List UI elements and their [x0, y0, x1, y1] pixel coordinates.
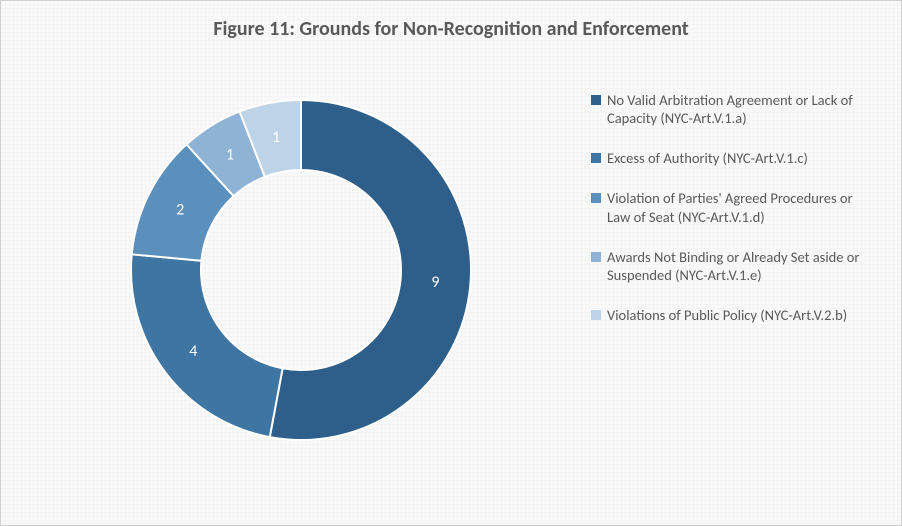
chart-container: Figure 11: Grounds for Non-Recognition a… [0, 0, 902, 526]
slice-value-label: 1 [226, 146, 234, 165]
legend-item: Excess of Authority (NYC-Art.V.1.c) [591, 149, 871, 167]
legend-swatch [591, 310, 601, 320]
legend-swatch [591, 252, 601, 262]
legend-swatch [591, 193, 601, 203]
legend-label: No Valid Arbitration Agreement or Lack o… [607, 91, 871, 127]
slice-value-label: 9 [431, 273, 439, 292]
legend-item: No Valid Arbitration Agreement or Lack o… [591, 91, 871, 127]
legend-label: Violation of Parties' Agreed Procedures … [607, 189, 871, 225]
chart-title: Figure 11: Grounds for Non-Recognition a… [21, 17, 881, 41]
legend-item: Awards Not Binding or Already Set aside … [591, 248, 871, 284]
chart-legend: No Valid Arbitration Agreement or Lack o… [581, 51, 881, 346]
legend-item: Violation of Parties' Agreed Procedures … [591, 189, 871, 225]
donut-svg: 9 4 2 1 1 [101, 70, 501, 470]
slice-value-label: 2 [176, 200, 184, 219]
donut-chart-area: 9 4 2 1 1 [21, 51, 581, 489]
slice-value-label: 1 [272, 128, 280, 147]
legend-item: Violations of Public Policy (NYC-Art.V.2… [591, 306, 871, 324]
slice-value-label: 4 [189, 342, 197, 361]
legend-swatch [591, 95, 601, 105]
chart-body: 9 4 2 1 1 No Valid Arbitration Agreement or … [21, 51, 881, 489]
legend-label: Violations of Public Policy (NYC-Art.V.2… [607, 306, 871, 324]
donut-slice [131, 254, 283, 437]
legend-swatch [591, 153, 601, 163]
legend-label: Awards Not Binding or Already Set aside … [607, 248, 871, 284]
legend-label: Excess of Authority (NYC-Art.V.1.c) [607, 149, 871, 167]
